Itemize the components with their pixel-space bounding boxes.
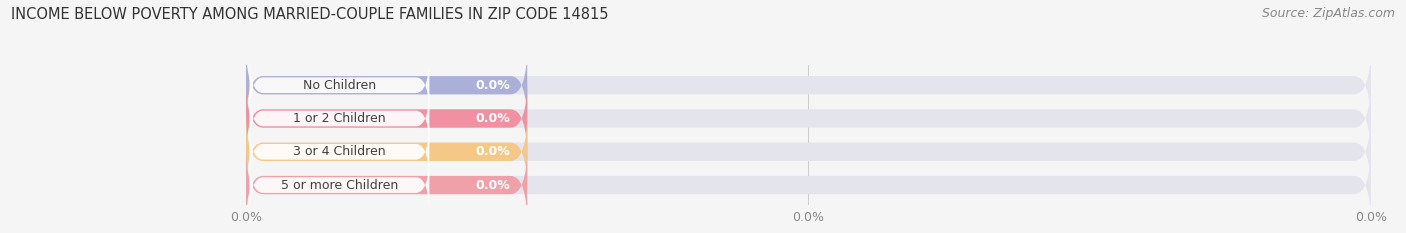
FancyBboxPatch shape (246, 78, 1371, 159)
FancyBboxPatch shape (246, 144, 527, 226)
Text: 5 or more Children: 5 or more Children (281, 178, 398, 192)
FancyBboxPatch shape (249, 86, 429, 151)
FancyBboxPatch shape (249, 120, 429, 184)
Text: 0.0%: 0.0% (475, 79, 510, 92)
FancyBboxPatch shape (246, 45, 1371, 126)
Text: No Children: No Children (302, 79, 375, 92)
FancyBboxPatch shape (246, 111, 527, 192)
Text: 3 or 4 Children: 3 or 4 Children (292, 145, 385, 158)
Text: 0.0%: 0.0% (475, 178, 510, 192)
FancyBboxPatch shape (246, 45, 527, 126)
FancyBboxPatch shape (246, 78, 527, 159)
FancyBboxPatch shape (249, 53, 429, 117)
Text: 0.0%: 0.0% (475, 145, 510, 158)
Text: Source: ZipAtlas.com: Source: ZipAtlas.com (1261, 7, 1395, 20)
FancyBboxPatch shape (249, 153, 429, 217)
FancyBboxPatch shape (246, 111, 1371, 192)
Text: INCOME BELOW POVERTY AMONG MARRIED-COUPLE FAMILIES IN ZIP CODE 14815: INCOME BELOW POVERTY AMONG MARRIED-COUPL… (11, 7, 609, 22)
FancyBboxPatch shape (246, 144, 1371, 226)
Text: 1 or 2 Children: 1 or 2 Children (292, 112, 385, 125)
Text: 0.0%: 0.0% (475, 112, 510, 125)
